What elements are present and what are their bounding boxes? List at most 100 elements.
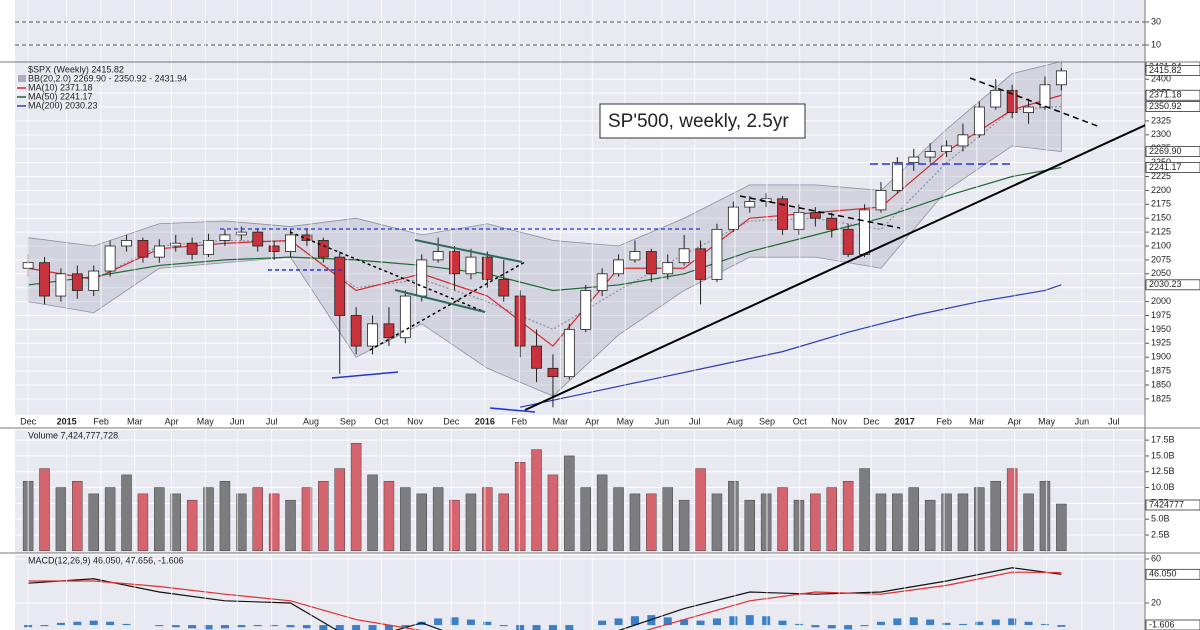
volume-bar xyxy=(137,493,149,552)
macd-histogram-bar xyxy=(286,625,295,628)
x-tick-label: May xyxy=(617,416,635,426)
candle-body xyxy=(547,367,559,378)
panel-title: MACD(12,26,9) 46.050, 47.656, -1.606 xyxy=(28,555,184,565)
macd-histogram-bar xyxy=(434,618,443,626)
macd-histogram-bar xyxy=(1008,618,1017,626)
volume-bar xyxy=(580,487,591,552)
macd-histogram-bar xyxy=(696,620,705,626)
x-tick-label: 2015 xyxy=(57,416,77,426)
volume-bar xyxy=(662,487,673,552)
x-tick-label: 2017 xyxy=(895,416,915,426)
candle-body xyxy=(1006,89,1018,113)
moving-average xyxy=(520,284,1062,408)
value-tag xyxy=(1145,101,1200,112)
macd-histogram-bar xyxy=(712,618,721,626)
volume-bar xyxy=(678,499,690,552)
x-tick-label: Oct xyxy=(793,416,808,426)
candle-body xyxy=(416,259,428,297)
candle-body xyxy=(695,248,706,280)
legend-entry: MA(10) 2371.18 xyxy=(28,82,93,92)
y-tick-label: 1825 xyxy=(1151,393,1171,403)
candle-body xyxy=(531,345,542,369)
value-tag-label: 2269.90 xyxy=(1149,146,1182,156)
candle-body xyxy=(514,295,526,347)
y-tick-label: 30 xyxy=(1151,16,1161,26)
volume-bar xyxy=(219,480,231,552)
macd-histogram-bar xyxy=(56,622,65,626)
candle-body xyxy=(55,273,67,297)
macd-histogram-bar xyxy=(958,623,967,626)
value-tag-label: 2241.17 xyxy=(1149,162,1182,172)
candle-body xyxy=(580,290,592,330)
candle-body xyxy=(334,256,346,316)
macd-histogram-bar xyxy=(942,622,951,626)
channel-line xyxy=(414,239,523,263)
volume-bar xyxy=(1006,468,1018,552)
volume-bar xyxy=(777,487,788,552)
macd-histogram-bar xyxy=(237,625,246,628)
candle-body xyxy=(1039,84,1051,108)
volume-bar xyxy=(514,462,526,552)
macd-histogram-bar xyxy=(794,623,803,626)
volume-bar xyxy=(760,493,772,552)
candle-body xyxy=(252,231,264,247)
macd-histogram-bar xyxy=(548,625,557,630)
indicator-panel xyxy=(15,21,1145,46)
y-tick-label: 2400 xyxy=(1151,74,1171,84)
macd-histogram-bar xyxy=(352,625,361,630)
macd-histogram-bar xyxy=(729,616,738,626)
candle-body xyxy=(727,206,739,230)
candle-body xyxy=(744,201,756,208)
candle-body xyxy=(399,295,411,339)
volume-panel xyxy=(15,439,1145,552)
volume-bar xyxy=(711,493,723,552)
candle-body xyxy=(678,248,690,264)
annotation-box xyxy=(599,103,806,139)
candle-body xyxy=(859,209,870,255)
value-tag xyxy=(1145,89,1200,101)
macd-histogram-bar xyxy=(450,617,459,626)
macd-histogram-bar xyxy=(302,625,311,629)
volume-bar xyxy=(1056,503,1067,552)
legend-title: $SPX (Weekly) 2415.82 xyxy=(28,64,124,74)
volume-bar xyxy=(990,480,1002,552)
candle-body xyxy=(498,278,510,297)
candle-body xyxy=(71,273,83,291)
candle-body xyxy=(908,156,920,164)
macd-histogram-bar xyxy=(663,617,672,626)
candle-body xyxy=(203,240,214,255)
x-tick-label: Apr xyxy=(585,416,599,426)
trend-line xyxy=(289,231,486,313)
macd-histogram-bar xyxy=(122,623,131,626)
y-tick-label: 2075 xyxy=(1151,254,1171,264)
volume-bar xyxy=(974,487,985,552)
low-line xyxy=(331,371,399,379)
x-tick-label: Jun xyxy=(655,416,670,426)
y-tick-label: 10 xyxy=(1151,39,1161,49)
panel-bg xyxy=(15,0,1145,62)
volume-bar xyxy=(449,499,460,552)
volume-bar xyxy=(203,487,214,552)
volume-bar xyxy=(547,474,559,552)
y-tick-label: 2100 xyxy=(1151,240,1171,250)
volume-bar xyxy=(875,493,887,552)
volume-bar xyxy=(596,474,608,552)
x-tick-label: Sep xyxy=(759,416,775,426)
legend-entry: MA(200) 2030.23 xyxy=(28,100,98,110)
candle-body xyxy=(957,134,969,147)
candle-body xyxy=(219,234,231,241)
x-tick-label: Mar xyxy=(969,416,985,426)
volume-bar xyxy=(39,468,50,552)
x-tick-label: Jul xyxy=(1108,416,1120,426)
value-tag-label: 2030.23 xyxy=(1149,279,1182,289)
candle-body xyxy=(629,251,641,261)
macd-histogram-bar xyxy=(106,621,115,626)
y-tick-label: 2125 xyxy=(1151,226,1171,236)
candle-body xyxy=(481,256,493,280)
y-tick-label: 12.5B xyxy=(1151,466,1175,476)
x-tick-label: 2016 xyxy=(475,416,495,426)
volume-bar xyxy=(400,487,411,552)
candle-body xyxy=(449,251,460,275)
value-tag xyxy=(1145,568,1200,580)
